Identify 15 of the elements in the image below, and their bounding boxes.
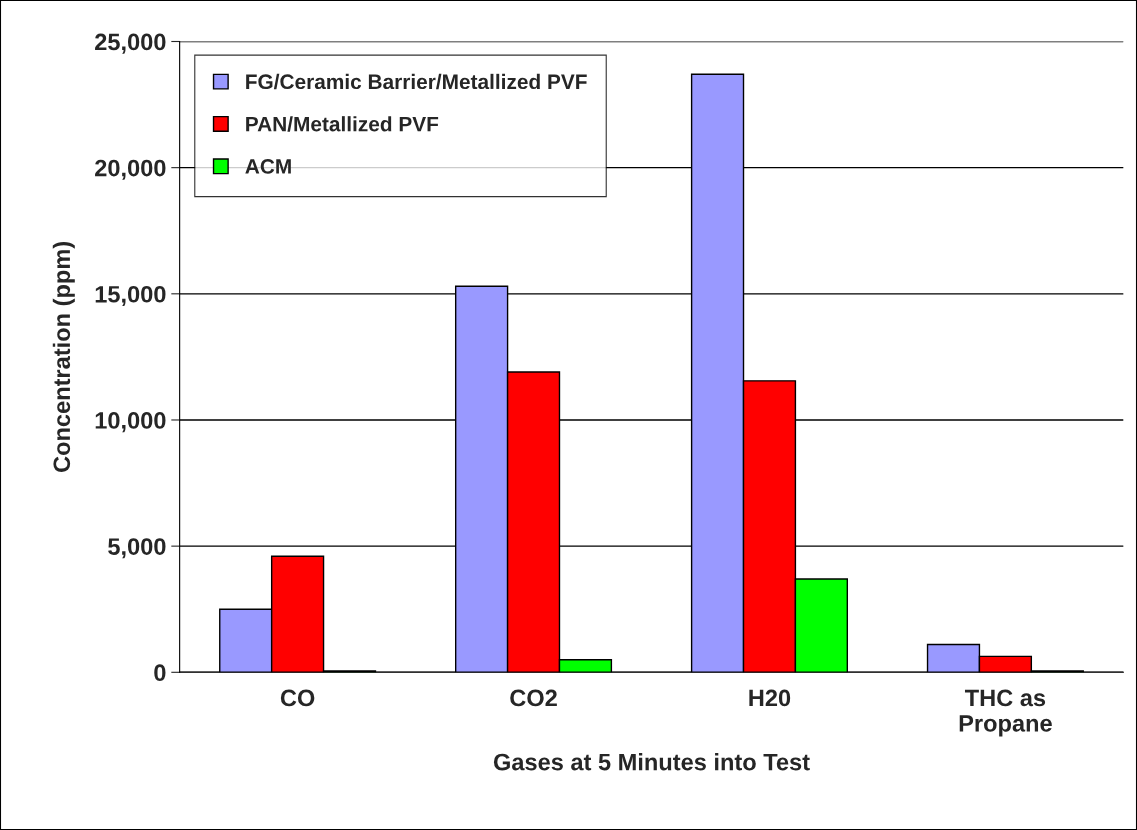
x-axis-title: Gases at 5 Minutes into Test <box>493 753 810 771</box>
y-tick-label: 0 <box>154 664 166 682</box>
legend-label: PAN/Metallized PVF <box>246 116 439 132</box>
x-tick-label: CO2 <box>510 689 557 707</box>
y-tick-label: 5,000 <box>108 538 166 559</box>
x-tick-label: THC as Propane <box>959 689 1052 737</box>
legend-label: FG/Ceramic Barrier/Metallized PVF <box>246 73 587 90</box>
x-tick-label: H20 <box>749 689 791 707</box>
y-tick-label: 20,000 <box>95 159 166 180</box>
y-tick-label: 15,000 <box>95 285 166 307</box>
x-tick-label: CO <box>280 689 315 707</box>
legend-label: ACM <box>245 159 291 174</box>
y-axis-title: Concentration (ppm) <box>52 241 75 472</box>
y-tick-label: 10,000 <box>95 412 166 433</box>
y-tick-label: 25,000 <box>95 33 166 54</box>
